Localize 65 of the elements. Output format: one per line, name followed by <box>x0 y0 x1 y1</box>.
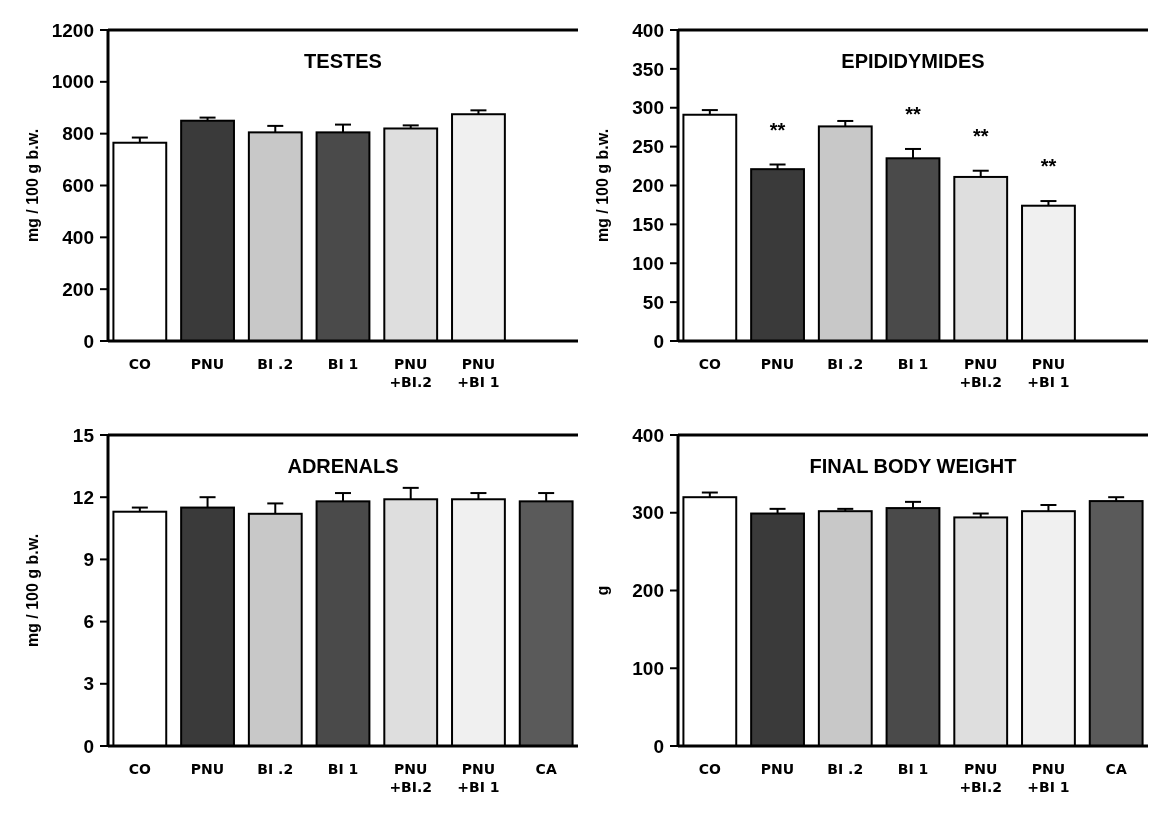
y-tick-label: 1000 <box>51 71 94 93</box>
x-tick-label: PNU <box>190 356 225 372</box>
y-tick-label: 800 <box>62 123 94 145</box>
text: EPIDIDYMIDES <box>841 50 985 72</box>
y-tick-label: 9 <box>83 549 94 571</box>
y-tick-label: 200 <box>632 175 664 197</box>
y-tick-label: 0 <box>653 330 664 352</box>
y-tick-label: 200 <box>62 278 94 300</box>
x-tick-label: BI 1 <box>897 356 929 372</box>
x-tick-label: CA <box>535 761 557 777</box>
y-tick-label: 400 <box>632 19 664 41</box>
y-tick-label: 50 <box>642 291 664 313</box>
y-tick-label: 300 <box>632 502 664 524</box>
x-tick-label: BI 1 <box>327 356 359 372</box>
x-tick-label: PNU <box>190 761 225 777</box>
x-tick-label: PNU +BI.2 <box>959 761 1003 795</box>
x-tick-label: PNU +BI 1 <box>1027 356 1070 390</box>
x-tick-label: PNU <box>760 761 795 777</box>
y-tick-label: 3 <box>83 673 94 695</box>
y-tick-label: 0 <box>653 735 664 757</box>
y-tick-label: 400 <box>62 226 94 248</box>
y-axis-title: g <box>594 585 611 596</box>
x-tick-label: BI .2 <box>827 761 864 777</box>
x-tick-label: PNU +BI 1 <box>1027 761 1070 795</box>
x-tick-label: BI 1 <box>327 761 359 777</box>
y-tick-label: 100 <box>632 657 664 679</box>
y-tick-label: 600 <box>62 175 94 197</box>
y-tick-label: 15 <box>72 424 95 446</box>
x-tick-label: PNU <box>760 356 795 372</box>
x-tick-label: PNU +BI.2 <box>389 356 433 390</box>
text: TESTES <box>304 50 382 72</box>
x-tick-label: PNU +BI.2 <box>389 761 433 795</box>
y-tick-label: 150 <box>632 214 664 236</box>
y-tick-label: 300 <box>632 97 664 119</box>
y-tick-label: 250 <box>632 136 664 158</box>
y-tick-label: 6 <box>83 611 94 633</box>
x-tick-label: BI 1 <box>897 761 929 777</box>
y-axis-title: mg / 100 g b.w. <box>594 128 611 243</box>
x-tick-label: CO <box>698 761 722 777</box>
y-tick-label: 12 <box>72 486 94 508</box>
y-tick-label: 1200 <box>51 19 94 41</box>
text: ADRENALS <box>287 455 399 477</box>
annotation: ** <box>1040 155 1057 178</box>
y-tick-label: 0 <box>83 735 94 757</box>
x-tick-label: CA <box>1105 761 1127 777</box>
y-axis-title: mg / 100 g b.w. <box>24 533 41 648</box>
y-axis-title: mg / 100 g b.w. <box>24 128 41 243</box>
text: FINAL BODY WEIGHT <box>809 455 1017 477</box>
x-tick-label: BI .2 <box>257 761 294 777</box>
y-tick-label: 200 <box>632 580 664 602</box>
y-tick-label: 400 <box>632 424 664 446</box>
y-tick-label: 100 <box>632 252 664 274</box>
x-tick-label: CO <box>128 356 152 372</box>
x-tick-label: PNU +BI.2 <box>959 356 1003 390</box>
x-tick-label: CO <box>128 761 152 777</box>
x-tick-label: PNU +BI 1 <box>457 356 500 390</box>
x-tick-label: CO <box>698 356 722 372</box>
annotation: ** <box>769 118 786 141</box>
annotation: ** <box>972 124 989 147</box>
annotation: ** <box>905 102 921 125</box>
x-tick-label: BI .2 <box>257 356 294 372</box>
x-tick-label: PNU +BI 1 <box>457 761 500 795</box>
x-tick-label: BI .2 <box>827 356 864 372</box>
y-tick-label: 0 <box>83 330 94 352</box>
y-tick-label: 350 <box>632 58 664 80</box>
